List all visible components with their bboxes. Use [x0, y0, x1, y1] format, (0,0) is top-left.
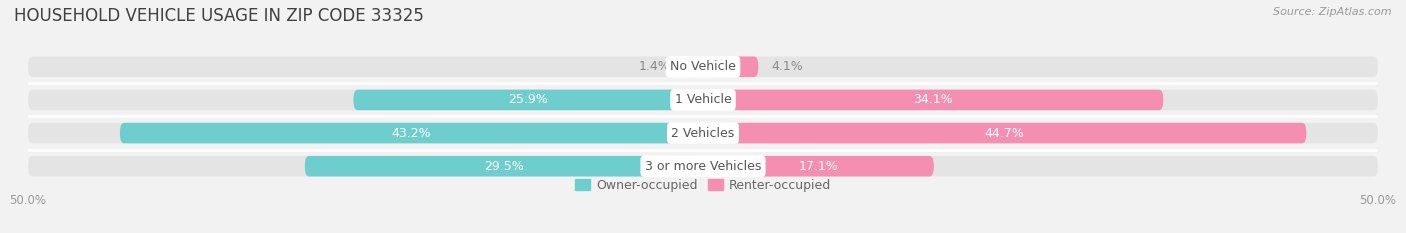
FancyBboxPatch shape [28, 90, 1378, 110]
Text: Source: ZipAtlas.com: Source: ZipAtlas.com [1274, 7, 1392, 17]
FancyBboxPatch shape [28, 156, 1378, 176]
Text: 34.1%: 34.1% [914, 93, 953, 106]
FancyBboxPatch shape [703, 156, 934, 176]
Text: 3 or more Vehicles: 3 or more Vehicles [645, 160, 761, 173]
Text: 43.2%: 43.2% [392, 127, 432, 140]
FancyBboxPatch shape [353, 90, 703, 110]
FancyBboxPatch shape [703, 90, 1163, 110]
FancyBboxPatch shape [120, 123, 703, 143]
FancyBboxPatch shape [703, 123, 1306, 143]
Text: 2 Vehicles: 2 Vehicles [672, 127, 734, 140]
Legend: Owner-occupied, Renter-occupied: Owner-occupied, Renter-occupied [569, 174, 837, 197]
Text: 44.7%: 44.7% [984, 127, 1025, 140]
Text: 25.9%: 25.9% [509, 93, 548, 106]
FancyBboxPatch shape [28, 57, 1378, 77]
Text: 4.1%: 4.1% [772, 60, 804, 73]
Text: HOUSEHOLD VEHICLE USAGE IN ZIP CODE 33325: HOUSEHOLD VEHICLE USAGE IN ZIP CODE 3332… [14, 7, 425, 25]
Text: No Vehicle: No Vehicle [671, 60, 735, 73]
Text: 29.5%: 29.5% [484, 160, 524, 173]
Text: 1 Vehicle: 1 Vehicle [675, 93, 731, 106]
FancyBboxPatch shape [685, 57, 703, 77]
FancyBboxPatch shape [703, 57, 758, 77]
Text: 1.4%: 1.4% [638, 60, 671, 73]
FancyBboxPatch shape [28, 123, 1378, 143]
FancyBboxPatch shape [305, 156, 703, 176]
Text: 17.1%: 17.1% [799, 160, 838, 173]
